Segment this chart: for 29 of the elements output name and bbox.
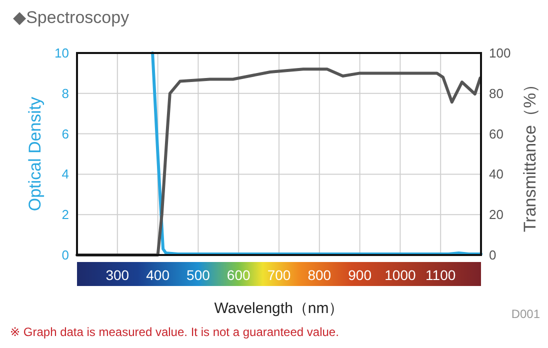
x-tick-label: 1100 [426,267,456,283]
y2-tick-label: 80 [489,86,504,101]
line-series [151,52,482,256]
y2-tick-label: 40 [489,166,504,182]
y-tick-label: 6 [62,126,69,142]
x-tick-label: 500 [186,267,210,283]
x-axis-title: Wavelength（nm） [214,300,344,317]
text: D001 [511,307,540,321]
text: ※ Graph data is measured value. It is not a guaranteed value. [10,325,339,339]
y-tick-label: 10 [54,46,69,60]
y-tick-label: 4 [62,166,69,182]
y-tick-label: 0 [62,248,69,262]
y2-tick-label: 60 [489,126,504,142]
x-tick-label: 600 [226,267,250,283]
chart-title: ◆Spectroscopy [13,8,130,27]
y2-tick-label: 20 [489,207,504,222]
line-series [76,68,482,256]
y2-tick-label: 0 [489,248,496,262]
y2-axis-title: Transmittance（%） [520,76,540,232]
y-tick-label: 2 [62,207,69,222]
x-tick-label: 300 [106,267,130,283]
x-tick-label: 800 [308,267,332,283]
x-tick-label: 1000 [384,267,416,283]
x-tick-label: 900 [348,267,372,283]
x-tick-label: 400 [146,267,170,283]
y-axis-title: Optical Density [26,96,45,212]
y-tick-label: 8 [62,86,69,101]
x-tick-label: 700 [267,267,291,283]
y2-tick-label: 100 [489,46,511,60]
